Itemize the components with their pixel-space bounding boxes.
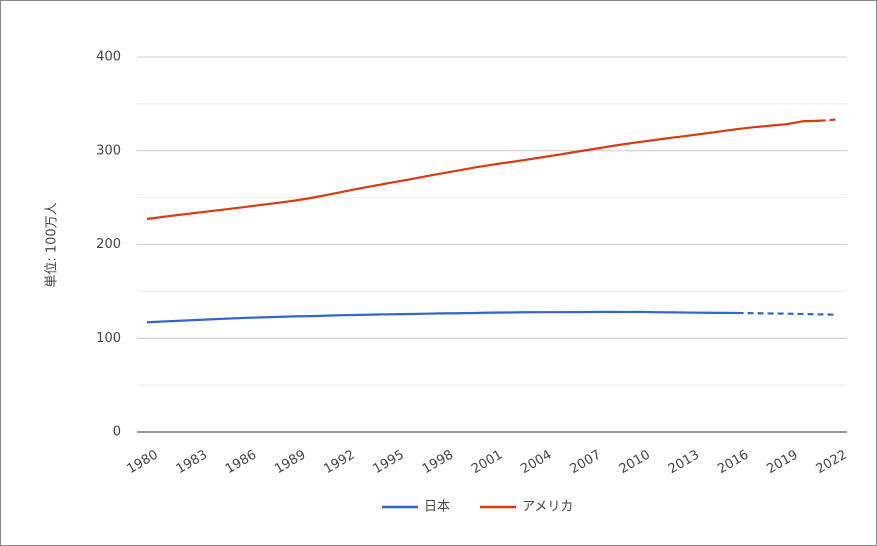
y-tick-label: 200 xyxy=(96,237,121,252)
y-tick-label: 300 xyxy=(96,143,121,158)
y-axis-label: 単位: 100万人 xyxy=(44,202,60,287)
series-line xyxy=(146,310,738,324)
series-line xyxy=(146,119,820,221)
series-line-dashed xyxy=(819,118,837,122)
y-tick-label: 400 xyxy=(96,50,121,65)
legend-label: アメリカ xyxy=(522,500,573,515)
y-tick-label: 0 xyxy=(113,425,121,440)
y-tick-label: 100 xyxy=(96,331,121,346)
legend-label: 日本 xyxy=(424,500,450,515)
series-line-dashed xyxy=(737,311,837,316)
